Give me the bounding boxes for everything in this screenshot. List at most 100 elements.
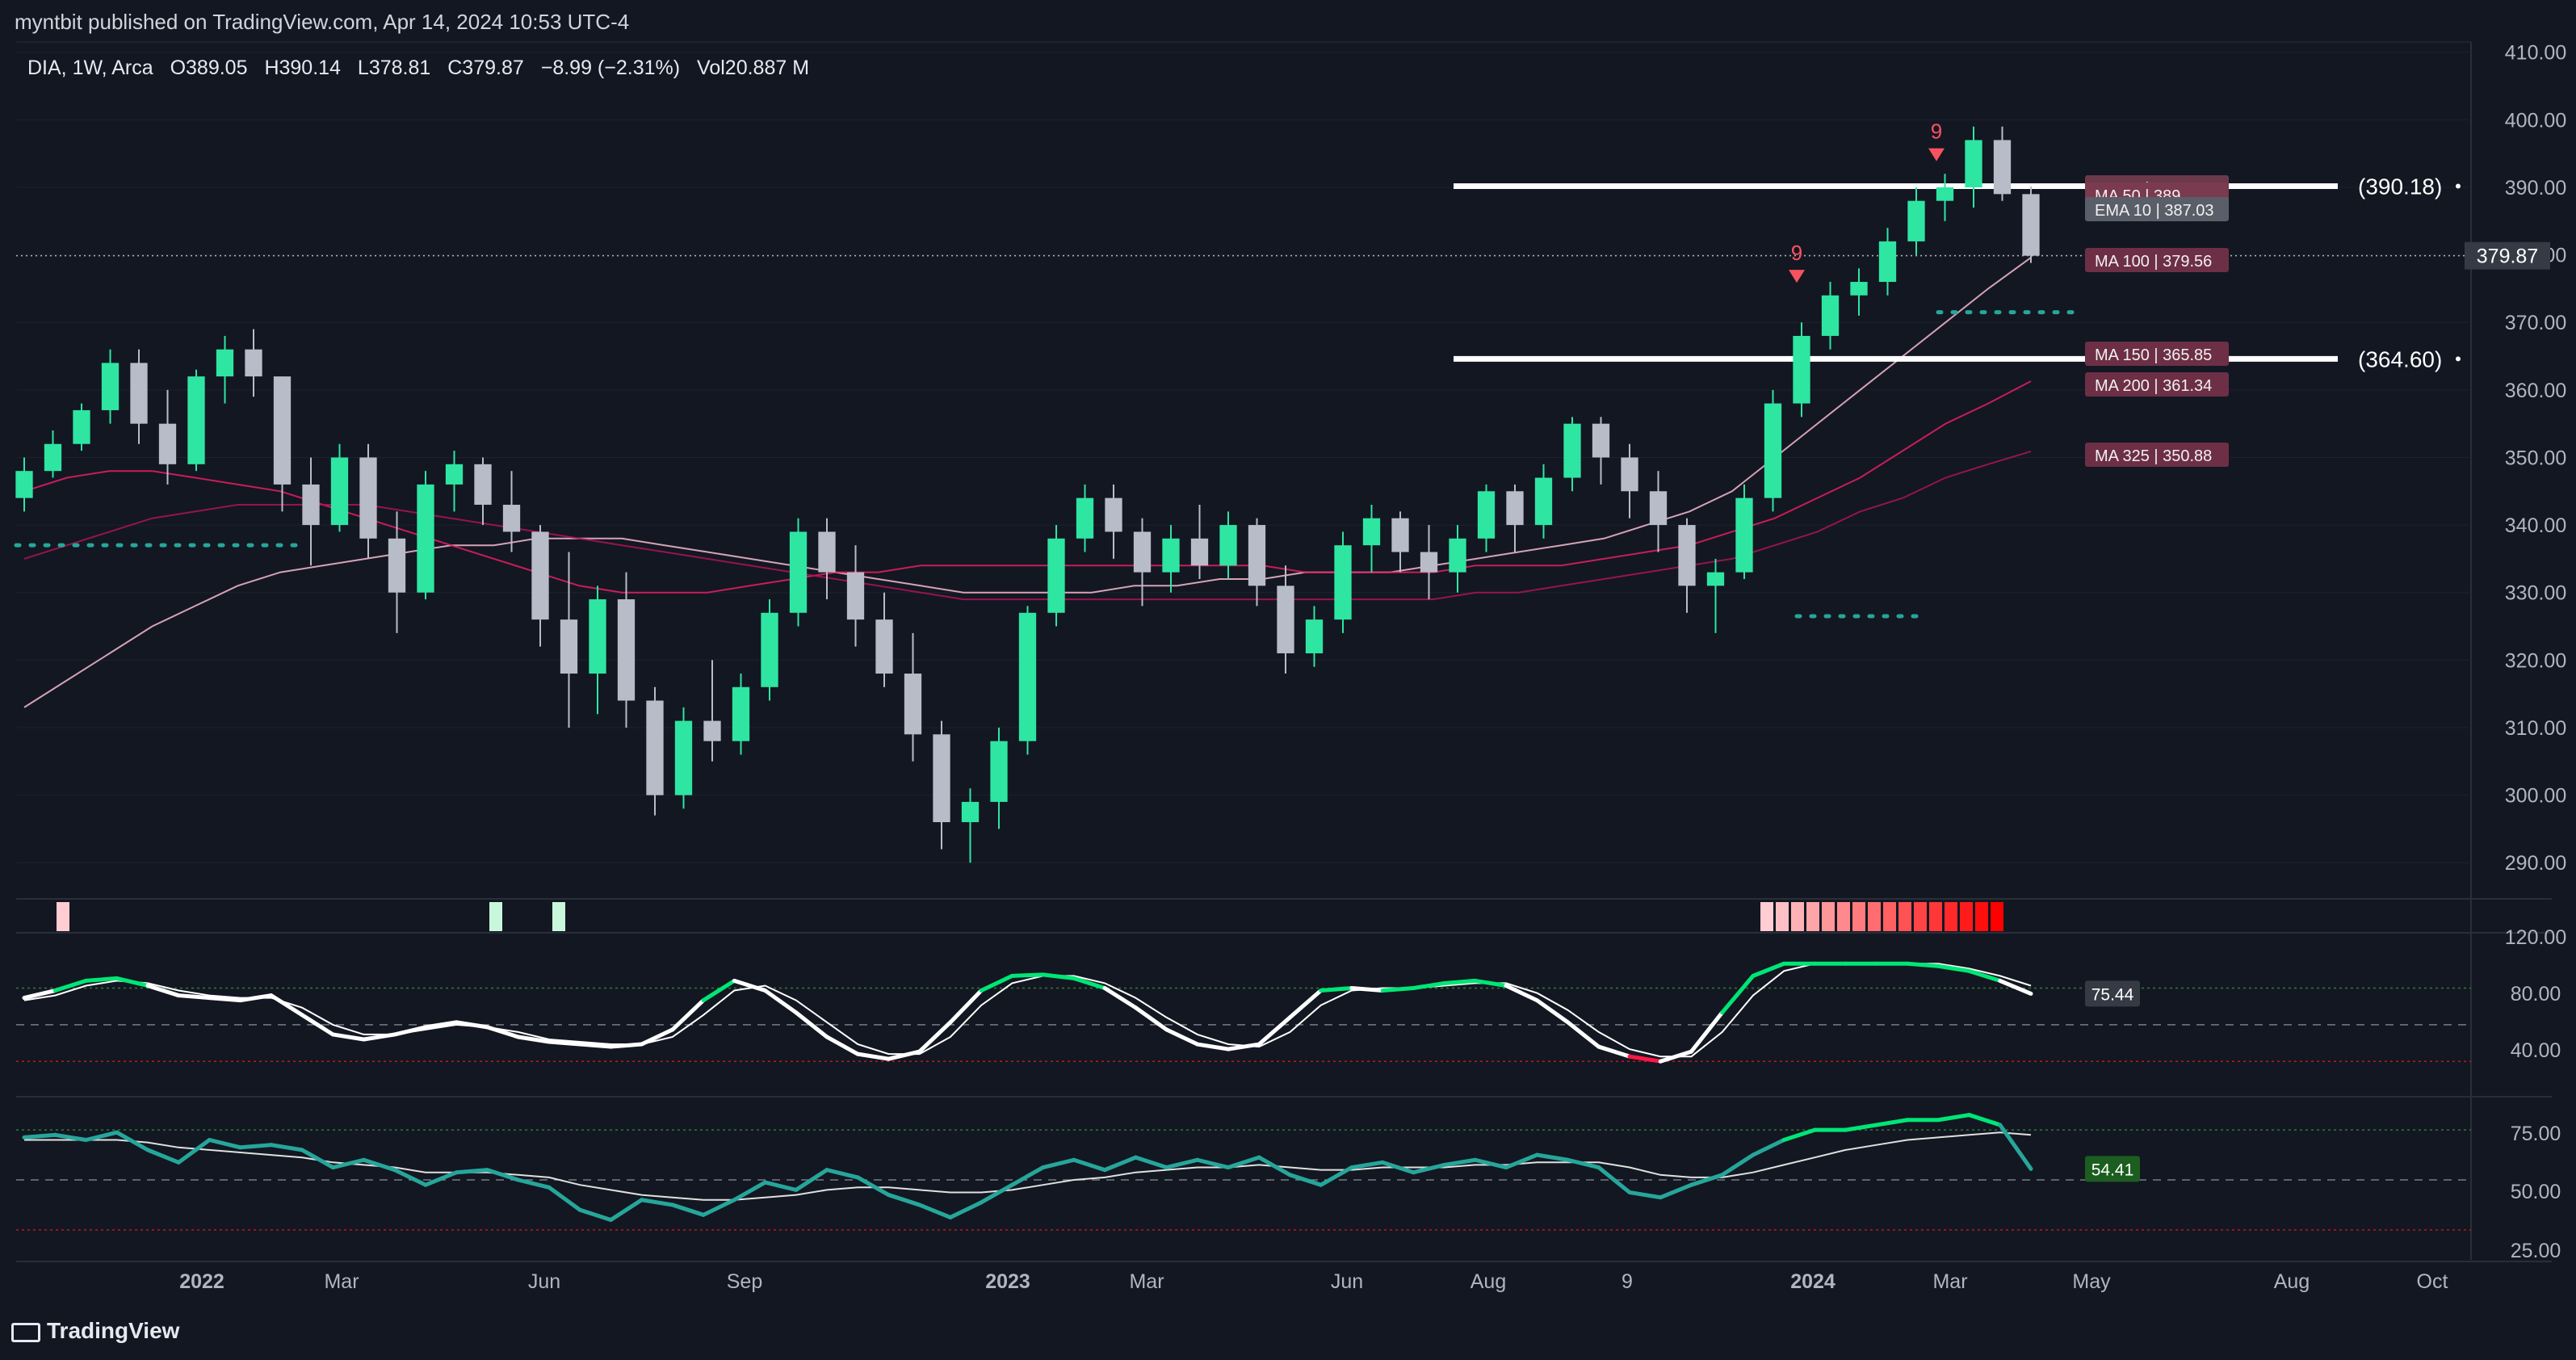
indicator-segment — [176, 1138, 212, 1165]
candle — [703, 660, 721, 762]
indicator-segment — [1226, 1155, 1261, 1170]
signal-line — [23, 963, 2032, 1058]
candle — [961, 788, 980, 863]
tradingview-icon — [11, 1322, 40, 1342]
indicator-segment — [454, 1020, 489, 1030]
candle-body — [1764, 403, 1782, 498]
candle — [445, 451, 464, 512]
indicator-segment — [207, 1138, 243, 1150]
indicator-segment — [392, 1025, 428, 1037]
candle-body — [1678, 525, 1696, 586]
indicator-segment — [207, 996, 243, 1003]
indicator-segment — [763, 1180, 799, 1192]
candle-body — [417, 484, 434, 593]
x-tick-label: Aug — [2274, 1270, 2310, 1293]
open-value: O389.05 — [170, 57, 248, 79]
candle — [1277, 565, 1294, 674]
indicator-segment — [1967, 968, 2003, 983]
candle — [1018, 606, 1037, 755]
candle-body — [273, 376, 292, 485]
last-price-label: 379.87 — [2477, 246, 2538, 268]
candle-body — [732, 686, 750, 741]
indicator-segment — [1504, 1152, 1539, 1170]
candle — [216, 335, 234, 404]
candle — [1190, 504, 1209, 579]
candle — [388, 511, 406, 633]
indicator-segment — [670, 998, 706, 1032]
candle-body — [216, 349, 234, 377]
candle — [1334, 531, 1352, 633]
ma-tag — [2085, 372, 2229, 397]
indicator-segment — [330, 1032, 367, 1042]
indicator-segment — [794, 1168, 829, 1192]
indicator-segment — [1041, 1157, 1076, 1170]
indicator-segment — [115, 976, 150, 988]
signal-cell — [1806, 902, 1819, 931]
candle-body — [1162, 538, 1180, 573]
candle — [1850, 268, 1868, 316]
indicator-segment — [1967, 1113, 2003, 1127]
indicator-segment — [1133, 1155, 1169, 1170]
moving-average-lines — [23, 257, 2032, 708]
candle-body — [1821, 295, 1840, 336]
indicator-segment — [1596, 1165, 1632, 1194]
rsi-pane: 75.00 50.00 25.00 54.41 — [16, 1096, 2561, 1262]
y-tick-label: 340.00 — [2505, 514, 2566, 537]
signal-cell — [1868, 902, 1881, 931]
signal-cell — [1975, 902, 1988, 931]
signal-cell — [489, 902, 502, 931]
signal-strip — [16, 898, 2552, 934]
indicator-segment — [701, 978, 736, 1003]
y-tick-label: 290.00 — [2505, 852, 2566, 875]
symbol-name[interactable]: DIA, 1W, Arca — [27, 57, 153, 79]
candle — [1965, 126, 1982, 208]
indicator-segment — [176, 993, 212, 1001]
indicator-segment — [1689, 1010, 1725, 1054]
candle — [187, 369, 205, 472]
indicator-segment — [1751, 1138, 1786, 1157]
indicator-segment — [855, 1051, 891, 1061]
signal-cell — [57, 902, 69, 931]
y-tick-label: 410.00 — [2505, 42, 2566, 65]
indicator-segment — [1998, 1123, 2033, 1171]
candle-body — [2022, 194, 2040, 256]
candle — [1248, 518, 1266, 607]
candle — [875, 592, 893, 687]
indicator-segment — [1257, 1155, 1292, 1177]
indicator-segment — [145, 983, 181, 998]
candle — [846, 545, 865, 647]
y-tick-label: 390.00 — [2505, 177, 2566, 199]
indicator-segment — [83, 976, 120, 983]
indicator-value-label: 54.41 — [2091, 1161, 2134, 1179]
indicator-segment — [1998, 978, 2033, 996]
indicator-segment — [1257, 1015, 1292, 1047]
indicator-segment — [1319, 985, 1354, 993]
ma-tag — [2085, 342, 2229, 366]
indicator-segment — [1319, 1165, 1354, 1187]
signal-cell — [1837, 902, 1850, 931]
candle-body — [1477, 491, 1496, 539]
indicator-segment — [1072, 1157, 1107, 1173]
candle-body — [1592, 423, 1610, 458]
candle-body — [1018, 612, 1037, 741]
indicator-segment — [640, 1198, 675, 1207]
candle — [1993, 126, 2012, 201]
indicator-segment — [1164, 1157, 1200, 1170]
candle-body — [560, 619, 578, 674]
candle-body — [1649, 491, 1668, 526]
candle-body — [187, 376, 205, 464]
x-tick-label: 2023 — [985, 1270, 1030, 1293]
last-price-tag — [2465, 241, 2550, 270]
signal-cell — [1776, 902, 1789, 931]
indicator-segment — [1627, 1054, 1663, 1064]
indicator-segment — [701, 1198, 736, 1217]
grid-lines — [16, 41, 2472, 1260]
candle-body — [589, 599, 606, 674]
candle — [1793, 322, 1810, 418]
indicator-segment — [979, 973, 1014, 993]
volume-value: Vol20.887 M — [697, 57, 810, 79]
indicator-segment — [1874, 1118, 1910, 1127]
candle-body — [1362, 518, 1381, 546]
